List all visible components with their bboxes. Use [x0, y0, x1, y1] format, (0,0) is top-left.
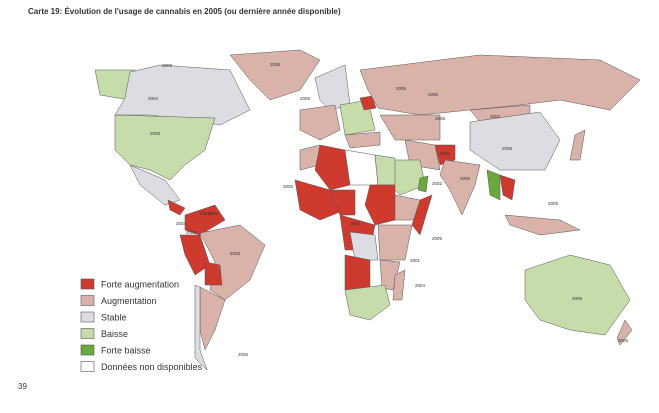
country	[569, 129, 586, 161]
legend-label: Forte augmentation	[101, 280, 179, 290]
country	[524, 254, 631, 336]
year-label: 2005	[435, 116, 446, 121]
country	[314, 144, 351, 191]
country	[374, 154, 396, 186]
year-label: 2005	[432, 236, 443, 241]
country	[344, 284, 391, 321]
year-labels: 2005 2004 2005 2005 2005 2003 2005 2004 2005 2004…	[148, 62, 629, 357]
country	[229, 49, 321, 101]
legend: Forte augmentation Augmentation Stable Bais…	[80, 278, 203, 372]
legend-swatch	[80, 361, 95, 372]
country	[379, 114, 441, 141]
country	[434, 144, 456, 166]
legend-swatch	[80, 328, 95, 339]
country	[167, 199, 186, 216]
country	[469, 111, 561, 171]
year-label: 2005	[396, 86, 407, 91]
year-label: 2005	[548, 201, 559, 206]
year-label: 2005	[460, 176, 471, 181]
year-label: 2003	[186, 230, 197, 235]
year-label: 2004	[148, 96, 159, 101]
country	[417, 175, 429, 193]
country	[179, 234, 211, 276]
country	[294, 179, 346, 221]
year-label: 2001	[410, 258, 421, 263]
year-label: 2005	[572, 296, 583, 301]
year-label: 2005	[238, 352, 249, 357]
legend-label: Augmentation	[101, 296, 157, 306]
country	[359, 54, 641, 116]
country	[364, 184, 396, 226]
legend-label: Baisse	[101, 329, 128, 339]
legend-swatch	[80, 344, 95, 356]
year-label: 2004	[490, 114, 501, 119]
year-label: 2005	[150, 131, 161, 136]
country	[344, 149, 379, 186]
legend-label: Données non disponibles	[101, 362, 203, 372]
year-label: 2005	[270, 62, 281, 67]
year-label: 2002	[432, 181, 443, 186]
year-label: 2005	[618, 338, 629, 343]
legend-label: Forte baisse	[101, 346, 151, 356]
country	[504, 214, 581, 236]
country	[299, 104, 341, 141]
country	[439, 159, 481, 216]
page-number: 39	[18, 382, 27, 391]
year-label: 2004	[208, 211, 219, 216]
map-title: Carte 19: Évolution de l'usage de cannab…	[28, 7, 341, 16]
year-label: 2004	[440, 151, 451, 156]
country	[349, 231, 379, 261]
legend-swatch	[80, 278, 95, 290]
legend-swatch	[80, 311, 95, 323]
year-label: 2004	[415, 283, 426, 288]
country	[199, 224, 266, 301]
legend-swatch	[80, 295, 95, 306]
country	[359, 95, 377, 111]
country	[344, 131, 381, 149]
year-label: 2004	[200, 211, 211, 216]
country	[184, 204, 226, 236]
year-label: 2005	[428, 92, 439, 97]
year-label: 2004	[176, 221, 187, 226]
year-label: 2005	[283, 184, 294, 189]
year-label: 2005	[502, 146, 513, 151]
year-label: 2005	[350, 221, 361, 226]
country	[314, 64, 351, 111]
country	[344, 254, 371, 291]
country	[204, 261, 223, 286]
country	[392, 269, 406, 301]
country	[329, 189, 356, 216]
country	[486, 169, 501, 201]
regions	[94, 49, 641, 371]
legend-label: Stable	[101, 313, 127, 323]
country	[379, 259, 401, 291]
country	[194, 284, 208, 371]
country	[616, 319, 633, 346]
year-label: 2005	[300, 96, 311, 101]
country	[377, 224, 413, 261]
country	[499, 174, 516, 201]
country	[114, 114, 216, 181]
year-label: 2003	[162, 63, 173, 68]
country	[411, 194, 433, 236]
year-label: 2005	[230, 251, 241, 256]
